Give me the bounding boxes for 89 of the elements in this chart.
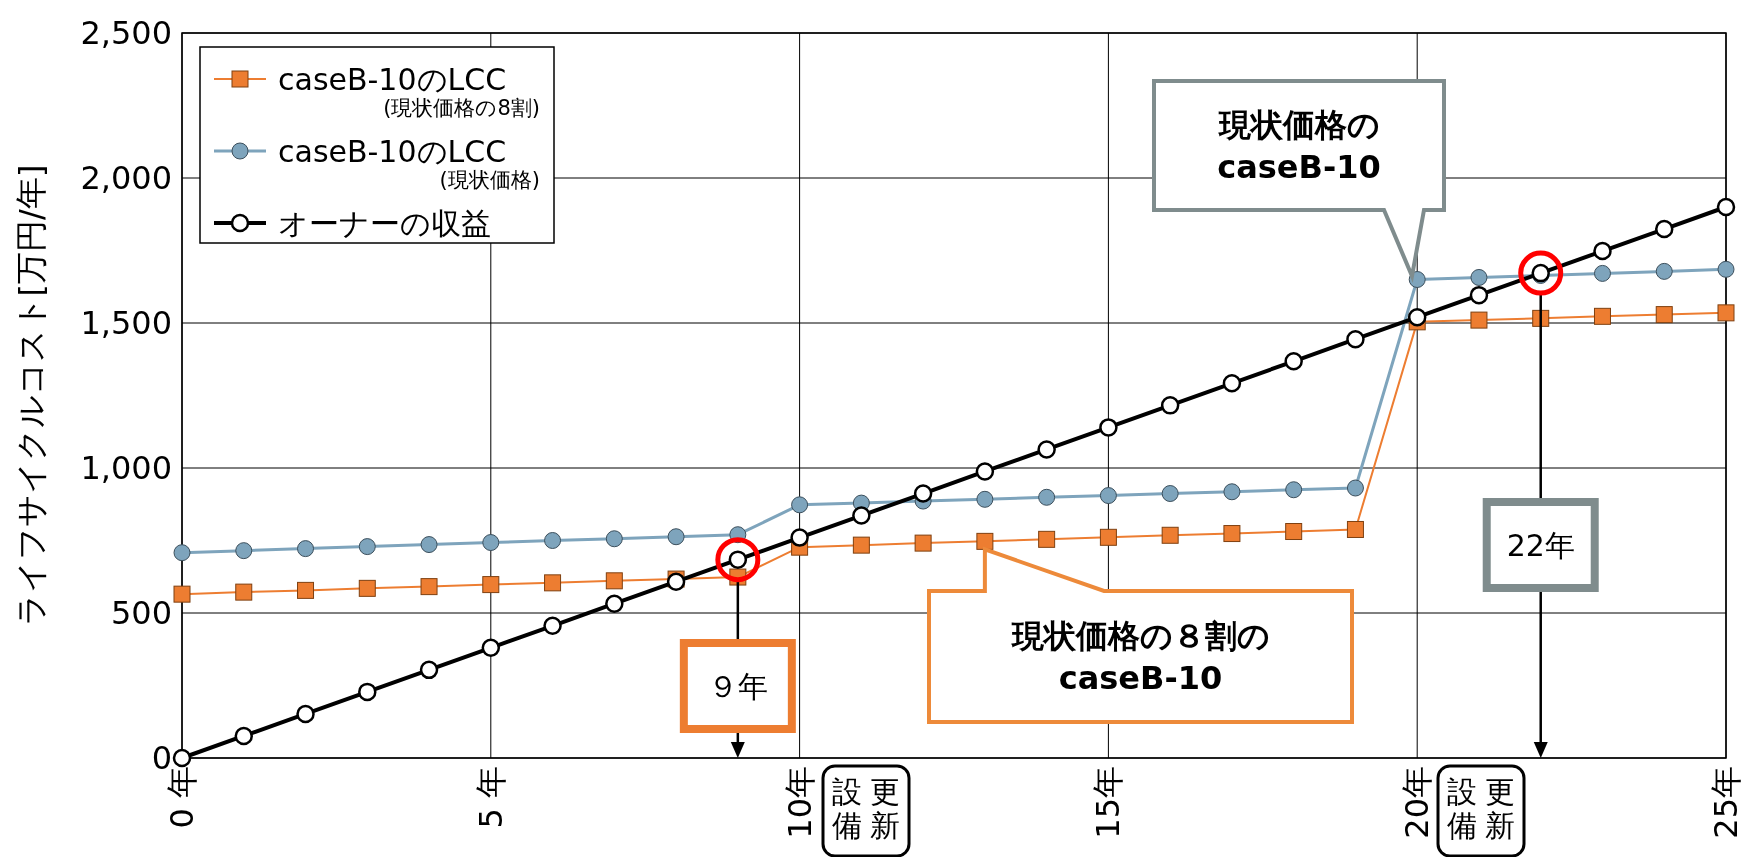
- point: [1099, 528, 1117, 546]
- point: [791, 496, 809, 514]
- point: [173, 544, 191, 562]
- annotation: 22年: [1482, 250, 1599, 758]
- point: [1161, 485, 1179, 503]
- annotation: 現状価格の caseB-10: [1217, 106, 1381, 186]
- point: [1346, 329, 1365, 349]
- point: [1161, 526, 1179, 544]
- point: [1160, 396, 1180, 415]
- point: [172, 748, 192, 768]
- point: [1222, 374, 1242, 393]
- point: [358, 579, 376, 597]
- point: [1285, 523, 1303, 541]
- point: [235, 583, 253, 601]
- point: [543, 616, 562, 636]
- y-tick-label: 1,000: [80, 449, 172, 487]
- point: [1655, 262, 1673, 280]
- point: [605, 530, 623, 548]
- point: [913, 484, 933, 503]
- point: [1593, 307, 1611, 325]
- y-tick-label: 500: [110, 594, 172, 632]
- point: [667, 528, 685, 546]
- x-tick-label: 25年: [1707, 766, 1745, 839]
- point: [235, 542, 253, 560]
- point: [544, 574, 562, 592]
- point: [1037, 440, 1056, 459]
- point: [1284, 352, 1303, 371]
- point: [1038, 488, 1056, 506]
- point: [1223, 483, 1241, 501]
- point: [1099, 418, 1118, 437]
- point: [1717, 304, 1735, 322]
- point: [544, 532, 562, 549]
- x-tick-label: 10年: [780, 766, 819, 839]
- point: [419, 660, 439, 680]
- point: [1593, 264, 1611, 282]
- annotation: 現状価格の８割の caseB-10: [927, 546, 1354, 724]
- point: [234, 726, 254, 746]
- point: [297, 581, 315, 599]
- point: [296, 704, 315, 724]
- annotation: 現状価格の８割の caseB-10: [1010, 617, 1270, 697]
- point: [1285, 481, 1303, 499]
- point: [420, 578, 438, 596]
- point: [358, 538, 376, 556]
- point: [1469, 285, 1489, 305]
- point: [852, 506, 871, 525]
- annotation: 22年: [1506, 527, 1575, 563]
- point: [1346, 479, 1364, 497]
- y-tick-label: 2,500: [80, 14, 172, 52]
- x-tick-label: 5 年: [471, 766, 510, 829]
- point: [1470, 268, 1488, 286]
- legend-label: オーナーの収益: [278, 206, 491, 241]
- point: [790, 528, 809, 547]
- annotation: 設備更新: [1436, 764, 1526, 857]
- legend-label: caseB-10のLCC (現状価格): [278, 134, 540, 192]
- y-tick-label: 2,000: [80, 159, 172, 197]
- point: [914, 534, 932, 552]
- point: [976, 490, 994, 508]
- point: [1038, 530, 1056, 548]
- point: [605, 572, 623, 590]
- point: [852, 536, 870, 554]
- point: [420, 536, 438, 554]
- y-axis-title: ライフサイクルコスト[万円/年]: [12, 164, 50, 627]
- point: [1407, 307, 1427, 327]
- point: [1654, 219, 1674, 239]
- annotation: 設備更新: [821, 764, 911, 857]
- point: [1717, 260, 1735, 278]
- point: [1470, 311, 1488, 329]
- x-tick-label: 20年: [1398, 766, 1437, 839]
- point: [481, 638, 501, 658]
- point: [1593, 241, 1612, 261]
- annotation: 現状価格の caseB-10: [1152, 79, 1446, 283]
- x-tick-label: 15年: [1089, 766, 1128, 839]
- point: [976, 532, 994, 550]
- annotation: ９年: [679, 537, 796, 758]
- annotation: ９年: [707, 668, 768, 704]
- y-tick-label: 1,500: [80, 304, 172, 342]
- point: [482, 576, 500, 594]
- point: [358, 682, 377, 702]
- point: [1346, 520, 1364, 538]
- point: [1223, 525, 1241, 543]
- point: [975, 462, 995, 481]
- point: [605, 594, 624, 613]
- point: [1655, 306, 1673, 324]
- point: [1099, 487, 1117, 505]
- point: [297, 540, 315, 558]
- point: [173, 585, 191, 603]
- point: [1716, 197, 1736, 217]
- legend-label: caseB-10のLCC (現状価格の8割): [278, 62, 540, 120]
- point: [482, 534, 500, 552]
